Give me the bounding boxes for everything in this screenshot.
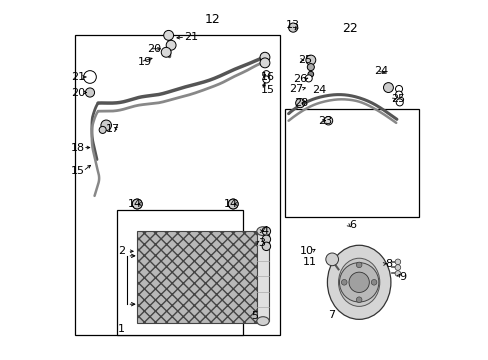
Bar: [256, 231, 269, 321]
Circle shape: [307, 71, 313, 77]
Circle shape: [339, 263, 378, 302]
Text: 27: 27: [289, 84, 303, 94]
Text: 22: 22: [342, 22, 358, 35]
Circle shape: [325, 253, 338, 266]
Text: 25: 25: [298, 55, 312, 65]
Bar: [117, 210, 242, 335]
Circle shape: [306, 64, 314, 71]
Circle shape: [163, 30, 173, 40]
Text: 24: 24: [373, 66, 388, 76]
Circle shape: [132, 199, 142, 209]
Text: 24: 24: [311, 85, 326, 95]
Circle shape: [262, 242, 270, 251]
Text: 10: 10: [300, 246, 314, 256]
Text: 14: 14: [127, 199, 141, 209]
Circle shape: [132, 199, 142, 209]
Circle shape: [288, 23, 297, 32]
Circle shape: [383, 83, 392, 93]
Text: 17: 17: [106, 124, 120, 134]
Circle shape: [348, 272, 368, 292]
Text: 14: 14: [224, 199, 238, 209]
Circle shape: [370, 279, 376, 285]
Circle shape: [228, 199, 238, 209]
Text: 15: 15: [260, 85, 274, 95]
Circle shape: [85, 88, 94, 97]
Text: 9: 9: [398, 272, 406, 282]
Text: 5: 5: [251, 311, 258, 321]
Text: 2: 2: [118, 246, 125, 256]
Circle shape: [161, 48, 171, 57]
Text: 19: 19: [138, 57, 152, 67]
Circle shape: [395, 91, 402, 98]
Circle shape: [395, 99, 403, 106]
Circle shape: [83, 71, 96, 83]
Bar: [137, 231, 264, 323]
Text: 6: 6: [349, 220, 356, 230]
Text: 21: 21: [71, 72, 85, 82]
Circle shape: [395, 85, 402, 93]
Circle shape: [341, 279, 346, 285]
Circle shape: [324, 117, 332, 125]
Circle shape: [295, 99, 304, 108]
Text: 13: 13: [285, 21, 300, 31]
Text: 11: 11: [302, 257, 316, 267]
Text: 18: 18: [71, 143, 85, 153]
Circle shape: [101, 120, 111, 131]
Bar: [285, 109, 418, 217]
Text: 21: 21: [183, 32, 198, 42]
Text: 20: 20: [71, 87, 85, 98]
Circle shape: [228, 199, 238, 209]
Circle shape: [394, 259, 400, 265]
Text: 16: 16: [260, 72, 274, 82]
Circle shape: [305, 75, 312, 82]
Circle shape: [394, 265, 400, 270]
Circle shape: [356, 262, 361, 268]
Circle shape: [166, 40, 176, 50]
Circle shape: [260, 52, 269, 62]
Text: 28: 28: [293, 98, 307, 108]
Circle shape: [263, 71, 269, 78]
Circle shape: [262, 235, 270, 243]
Ellipse shape: [338, 258, 379, 306]
Circle shape: [99, 126, 106, 134]
Ellipse shape: [256, 227, 269, 235]
Text: 7: 7: [328, 310, 335, 320]
Ellipse shape: [327, 245, 390, 319]
Text: 3: 3: [257, 238, 264, 248]
Text: 20: 20: [147, 44, 161, 54]
Text: 15: 15: [71, 166, 85, 176]
Text: 12: 12: [204, 13, 220, 26]
Ellipse shape: [256, 317, 269, 325]
Text: 4: 4: [261, 226, 268, 236]
Text: 8: 8: [384, 259, 391, 269]
Circle shape: [260, 58, 269, 68]
Text: 26: 26: [293, 74, 306, 84]
Circle shape: [262, 227, 270, 235]
Text: 23: 23: [318, 116, 332, 126]
Text: 25: 25: [390, 94, 404, 104]
Bar: [75, 35, 279, 335]
Circle shape: [305, 55, 315, 65]
Circle shape: [263, 76, 269, 83]
Circle shape: [394, 271, 400, 276]
Text: 1: 1: [118, 324, 125, 334]
Circle shape: [356, 297, 361, 302]
